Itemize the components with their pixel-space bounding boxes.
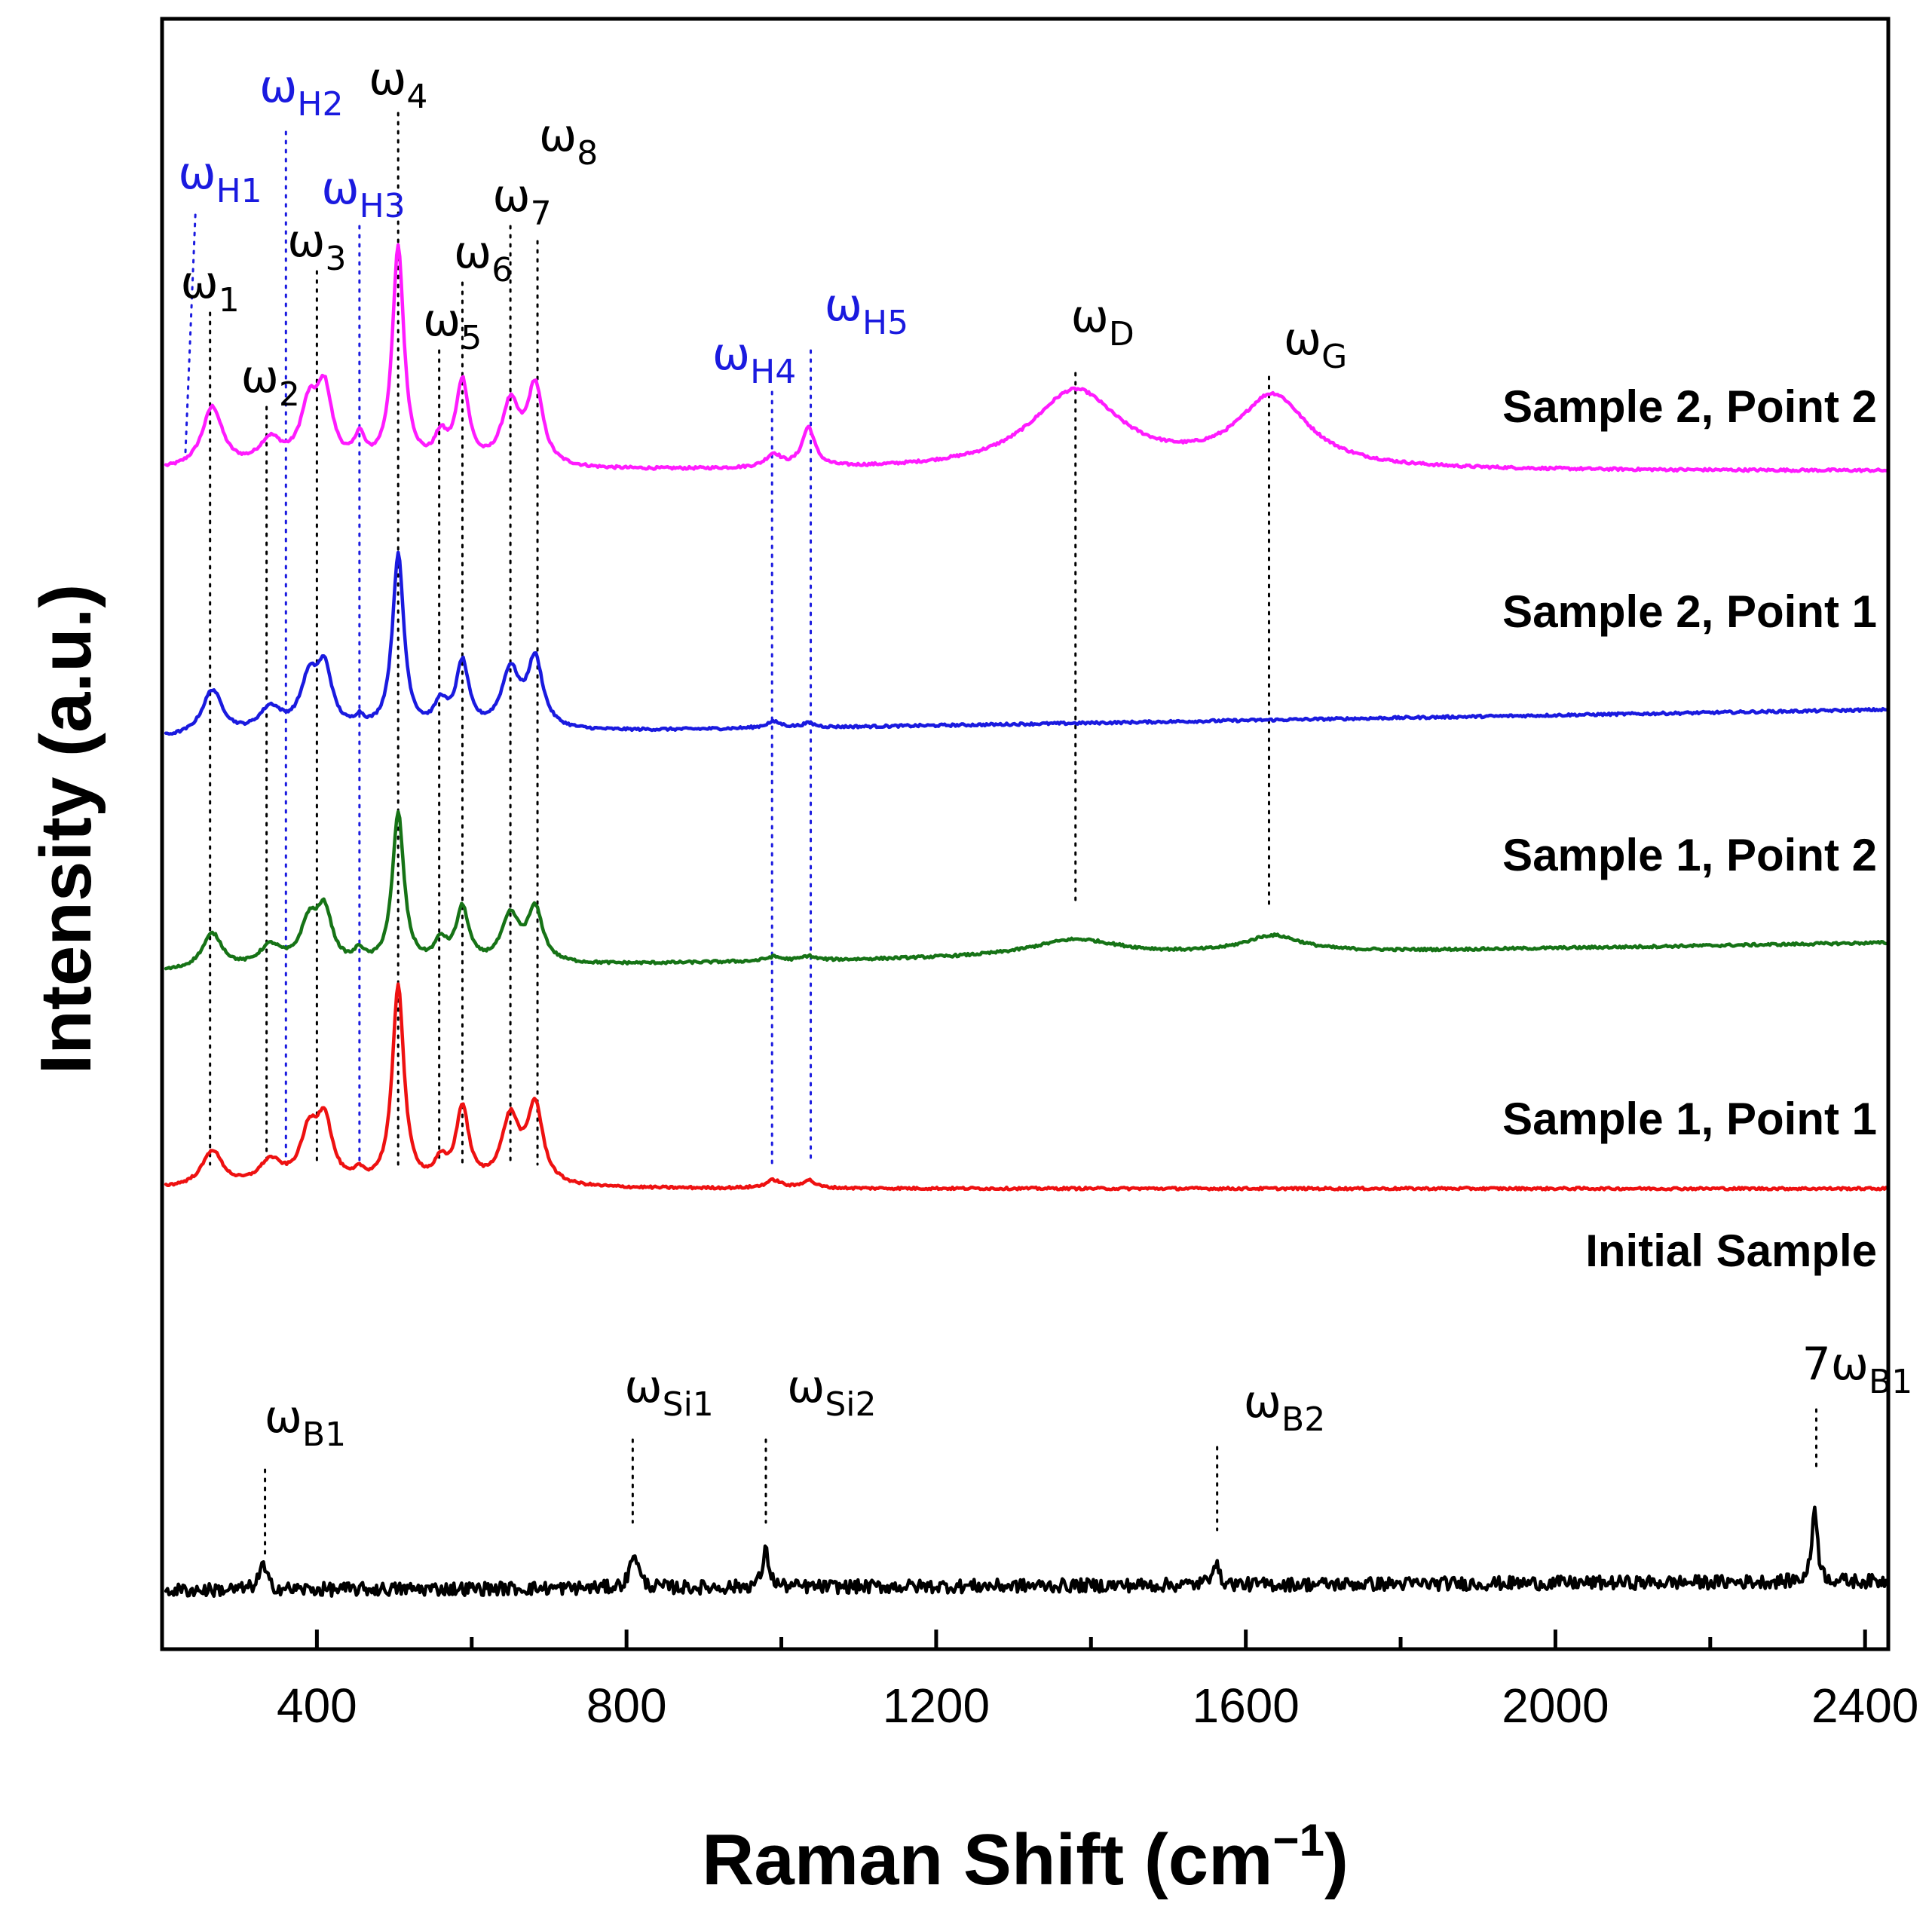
x-tick-label: 2400 (1811, 1679, 1918, 1733)
x-tick-label: 2000 (1502, 1679, 1609, 1733)
spectra-traces (164, 243, 1888, 1598)
x-tick-label: 1200 (883, 1679, 990, 1733)
peak-label-1: ω1 (181, 256, 240, 320)
peak-label-3: ω3 (287, 215, 346, 278)
series-label-s21: Sample 2, Point 1 (1502, 586, 1877, 637)
series-label-init: Initial Sample (1585, 1226, 1877, 1276)
peak-label-d: ωD (1071, 290, 1134, 353)
peak-label-b2: ωB2 (1244, 1376, 1325, 1439)
guide-line-h1 (184, 213, 197, 458)
peak-label-h4: ωH4 (712, 328, 796, 391)
peak-label-b1: ωB1 (265, 1391, 346, 1454)
peak-label-h2: ωH2 (259, 60, 343, 124)
trace-s11 (164, 982, 1888, 1192)
x-tick-label: 1600 (1192, 1679, 1299, 1733)
axes (160, 17, 1891, 1651)
x-tick-label: 800 (586, 1679, 667, 1733)
peak-label-h3: ωH3 (321, 162, 405, 225)
peak-guide-lines (184, 112, 1817, 1562)
peak-label-si1: ωSi1 (624, 1360, 713, 1424)
trace-s12 (164, 809, 1888, 971)
series-label-s22: Sample 2, Point 2 (1502, 381, 1877, 432)
x-axis-title: Raman Shift (cm−1) (702, 1815, 1349, 1900)
peak-label-si2: ωSi2 (787, 1360, 876, 1424)
x-axis-ticks: 400 800 1200 1600 2000 2400 (277, 1630, 1918, 1733)
trace-init (164, 1505, 1888, 1598)
series-label-s11: Sample 1, Point 1 (1502, 1094, 1877, 1144)
peak-label-2: ω2 (241, 350, 300, 414)
series-labels: Sample 2, Point 2 Sample 2, Point 1 Sample… (1502, 381, 1877, 1276)
peak-label-5: ω5 (423, 294, 482, 357)
peak-label-g: ωG (1284, 313, 1347, 376)
plot-frame (160, 17, 1891, 1651)
peak-label-4: ω4 (369, 53, 427, 116)
x-tick-label: 400 (277, 1679, 357, 1733)
peak-label-h1: ωH1 (178, 147, 262, 210)
peak-label-6: ω6 (454, 226, 513, 289)
y-axis-title: Intensity (a.u.) (26, 584, 106, 1075)
trace-s22 (164, 243, 1888, 473)
peak-label-h5: ωH5 (825, 279, 908, 342)
series-label-s12: Sample 1, Point 2 (1502, 830, 1877, 880)
peak-label-7: ω7 (492, 170, 551, 233)
trace-s21 (164, 550, 1888, 736)
peak-label-7b1: 7ωB1 (1802, 1338, 1913, 1401)
peak-label-8: ω8 (539, 109, 598, 173)
